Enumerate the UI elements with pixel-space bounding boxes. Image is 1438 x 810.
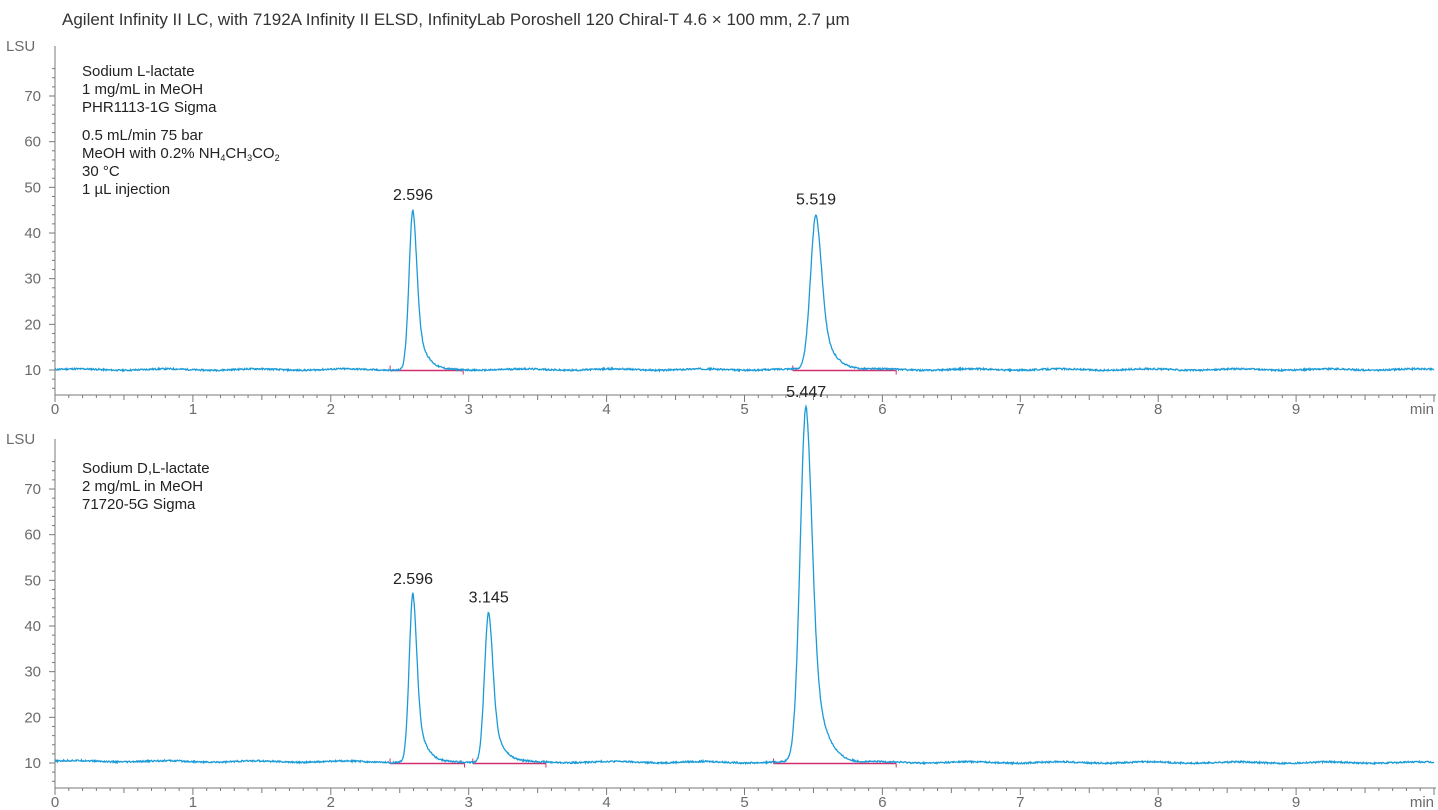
sample-name: Sodium L-lactate bbox=[82, 63, 195, 80]
x-tick-label: 7 bbox=[1016, 794, 1024, 810]
sample-concentration: 1 mg/mL in MeOH bbox=[82, 81, 204, 98]
column-temperature: 30 °C bbox=[82, 163, 120, 180]
sample-product: PHR1113-1G Sigma bbox=[82, 99, 217, 116]
top-sample-annotation: Sodium L-lactate 1 mg/mL in MeOH PHR1113… bbox=[82, 63, 280, 199]
y-tick-label: 10 bbox=[24, 755, 41, 772]
x-tick-label: 8 bbox=[1154, 401, 1162, 418]
x-tick-label: 4 bbox=[602, 401, 610, 418]
sample-name: Sodium D,L-lactate bbox=[82, 460, 210, 477]
y-tick-label: 70 bbox=[24, 88, 41, 105]
x-tick-label: 3 bbox=[465, 794, 473, 810]
x-tick-label: 9 bbox=[1292, 794, 1300, 810]
x-tick-label: 6 bbox=[878, 401, 886, 418]
x-tick-label: 7 bbox=[1016, 401, 1024, 418]
injection-volume: 1 µL injection bbox=[82, 181, 171, 198]
x-tick-label: 2 bbox=[327, 401, 335, 418]
y-tick-label: 10 bbox=[24, 362, 41, 379]
y-tick-label: 50 bbox=[24, 572, 41, 589]
y-unit-label: LSU bbox=[6, 38, 35, 55]
sample-product: 71720-5G Sigma bbox=[82, 496, 196, 513]
x-tick-label: 1 bbox=[189, 794, 197, 810]
x-tick-label: 8 bbox=[1154, 794, 1162, 810]
x-tick-label: 9 bbox=[1292, 401, 1300, 418]
y-tick-label: 60 bbox=[24, 134, 41, 151]
y-tick-label: 40 bbox=[24, 225, 41, 242]
x-tick-label: 5 bbox=[740, 794, 748, 810]
y-tick-label: 60 bbox=[24, 527, 41, 544]
chromatogram-panel-top: LSU 10 20 30 40 50 60 70 0 1 2 3 4 5 6 7 8 9 min 2.596 5.519 bbox=[6, 38, 1436, 418]
y-unit-label: LSU bbox=[6, 431, 35, 448]
y-tick-label: 50 bbox=[24, 179, 41, 196]
mobile-phase: MeOH with 0.2% NH4CH3CO2 bbox=[82, 145, 280, 163]
x-tick-label: 3 bbox=[465, 401, 473, 418]
y-tick-label: 20 bbox=[24, 709, 41, 726]
x-tick-label: 2 bbox=[327, 794, 335, 810]
x-tick-label: 4 bbox=[602, 794, 610, 810]
x-tick-label: 5 bbox=[740, 401, 748, 418]
peak-label: 5.519 bbox=[796, 192, 836, 209]
chromatogram-trace bbox=[54, 208, 1435, 373]
chart-title: Agilent Infinity II LC, with 7192A Infin… bbox=[62, 10, 850, 29]
peak-label: 5.447 bbox=[786, 384, 826, 401]
flow-conditions: 0.5 mL/min 75 bar bbox=[82, 127, 203, 144]
chromatogram-trace bbox=[54, 404, 1434, 766]
peak-label: 2.596 bbox=[393, 571, 433, 588]
y-tick-label: 70 bbox=[24, 481, 41, 498]
x-tick-label: 1 bbox=[189, 401, 197, 418]
y-tick-label: 30 bbox=[24, 271, 41, 288]
peak-label: 2.596 bbox=[393, 187, 433, 204]
x-tick-label: 6 bbox=[878, 794, 886, 810]
bottom-sample-annotation: Sodium D,L-lactate 2 mg/mL in MeOH 71720… bbox=[82, 460, 210, 514]
sample-concentration: 2 mg/mL in MeOH bbox=[82, 478, 204, 495]
x-unit-label: min bbox=[1410, 794, 1434, 810]
y-tick-label: 30 bbox=[24, 664, 41, 681]
y-tick-label: 20 bbox=[24, 316, 41, 333]
peak-label: 3.145 bbox=[469, 589, 509, 606]
x-tick-label: 0 bbox=[51, 794, 59, 810]
x-tick-label: 0 bbox=[51, 401, 59, 418]
x-unit-label: min bbox=[1410, 401, 1434, 418]
y-tick-label: 40 bbox=[24, 618, 41, 635]
